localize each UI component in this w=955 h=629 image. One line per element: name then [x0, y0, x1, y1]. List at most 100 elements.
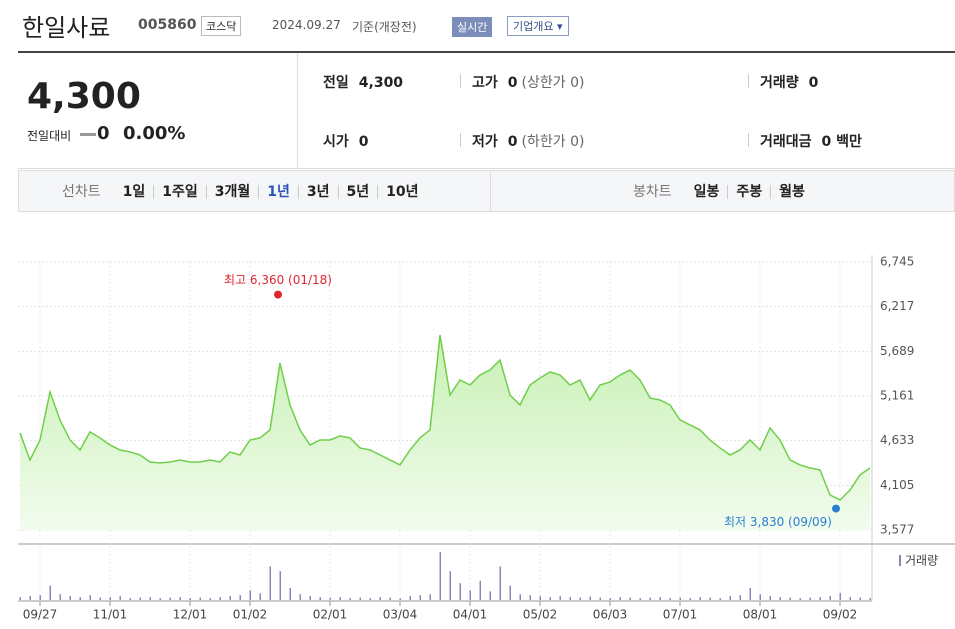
- stat-value: 4,300: [358, 75, 404, 91]
- volume-bar: [279, 571, 281, 600]
- period-bar: [18, 170, 955, 212]
- volume-bar: [789, 597, 791, 600]
- y-tick-label: 5,161: [880, 389, 914, 403]
- period-option[interactable]: 3개월: [214, 184, 251, 200]
- stock-code: 005860: [138, 17, 197, 33]
- volume-bar: [839, 592, 841, 600]
- x-tick-label: 06/03: [593, 608, 628, 622]
- divider: [748, 133, 749, 147]
- volume-bar: [339, 597, 341, 600]
- legend-swatch: [899, 555, 901, 566]
- volume-bar: [829, 596, 831, 600]
- volume-bar: [439, 552, 441, 600]
- volume-bar: [849, 597, 851, 600]
- volume-bar: [589, 596, 591, 600]
- divider: [490, 171, 491, 211]
- separator: [258, 185, 260, 199]
- volume-bar: [579, 597, 581, 600]
- candle-periods: 봉차트 일봉 주봉 월봉: [633, 181, 805, 201]
- company-button[interactable]: 기업개요 ▾: [507, 16, 569, 36]
- stat: 전일 4,300: [323, 72, 403, 92]
- volume-bar: [639, 598, 641, 600]
- stock-name: 한일사료: [22, 14, 111, 42]
- volume-bar: [669, 598, 671, 600]
- stat-label: 고가: [472, 75, 498, 91]
- period-option[interactable]: 10년: [386, 184, 419, 200]
- volume-bar: [359, 597, 361, 600]
- period-option[interactable]: 일봉: [693, 184, 720, 200]
- volume-bar: [329, 597, 331, 600]
- extreme-point: [274, 290, 282, 299]
- price-line: [19, 334, 871, 501]
- volume-bar: [179, 597, 181, 600]
- volume-bar: [459, 583, 461, 600]
- volume-bar: [649, 597, 651, 600]
- volume-bar: [449, 571, 451, 600]
- volume-bar: [819, 597, 821, 600]
- volume-bar: [629, 597, 631, 600]
- volume-bar: [539, 596, 541, 600]
- annotation: 최고 6,360 (01/18): [224, 273, 332, 287]
- separator: [377, 185, 379, 199]
- volume-bar: [139, 597, 141, 600]
- volume-bar: [679, 597, 681, 600]
- divider: [460, 74, 461, 88]
- x-tick-label: 09/27: [23, 608, 58, 622]
- volume-bar: [99, 597, 101, 600]
- volume-bar: [699, 597, 701, 600]
- volume-bar: [859, 597, 861, 600]
- x-tick-label: 08/01: [743, 608, 778, 622]
- volume-bar: [39, 595, 41, 600]
- flat-icon: [80, 133, 96, 136]
- x-tick-label: 03/04: [383, 608, 418, 622]
- volume-bar: [489, 591, 491, 600]
- volume-bar: [59, 594, 61, 600]
- legend-label: 거래량: [905, 554, 938, 568]
- volume-bar: [249, 590, 251, 600]
- period-option[interactable]: 월봉: [779, 184, 805, 200]
- volume-bar: [309, 596, 311, 600]
- period-option[interactable]: 3년: [306, 184, 330, 200]
- y-tick-label: 4,633: [880, 433, 914, 447]
- volume-bar: [759, 594, 761, 600]
- volume-bar: [169, 597, 171, 600]
- volume-bar: [189, 598, 191, 600]
- volume-bar: [719, 598, 721, 600]
- period-option[interactable]: 5년: [346, 184, 370, 200]
- stat: 거래대금 0 백만: [760, 131, 862, 151]
- volume-bar: [399, 598, 401, 600]
- volume-bar: [659, 597, 661, 600]
- period-option[interactable]: 1주일: [162, 184, 198, 200]
- y-tick-label: 5,689: [880, 344, 914, 358]
- x-tick-label: 01/02: [233, 608, 268, 622]
- period-option[interactable]: 주봉: [736, 184, 763, 200]
- volume-bar: [109, 597, 111, 600]
- volume-bar: [749, 588, 751, 600]
- volume-bar: [779, 597, 781, 600]
- basis: 기준(개장전): [352, 20, 417, 34]
- stat-sub: (상한가 0): [521, 75, 585, 91]
- y-tick-label: 3,577: [880, 523, 914, 537]
- stat-value: 0: [808, 75, 819, 91]
- y-tick-label: 4,105: [880, 478, 914, 492]
- volume-bar: [869, 598, 871, 600]
- x-tick-label: 09/02: [823, 608, 858, 622]
- volume-bar: [609, 598, 611, 600]
- volume-bar: [559, 596, 561, 600]
- separator: [337, 185, 339, 199]
- period-option[interactable]: 1일: [122, 184, 146, 200]
- stat-label: 시가: [323, 134, 349, 150]
- date: 2024.09.27: [272, 18, 341, 32]
- realtime-button[interactable]: 실시간: [452, 17, 493, 37]
- volume-bar: [79, 597, 81, 600]
- annotation: 최저 3,830 (09/09): [724, 515, 832, 529]
- divider: [460, 133, 461, 147]
- volume-bar: [349, 598, 351, 600]
- period-option[interactable]: 1년: [267, 184, 290, 200]
- separator: [205, 185, 207, 199]
- volume-bar: [419, 595, 421, 600]
- volume-bar: [119, 596, 121, 600]
- volume-bar: [389, 597, 391, 600]
- change-label: 전일대비: [27, 129, 72, 143]
- price: 4,300: [27, 76, 141, 117]
